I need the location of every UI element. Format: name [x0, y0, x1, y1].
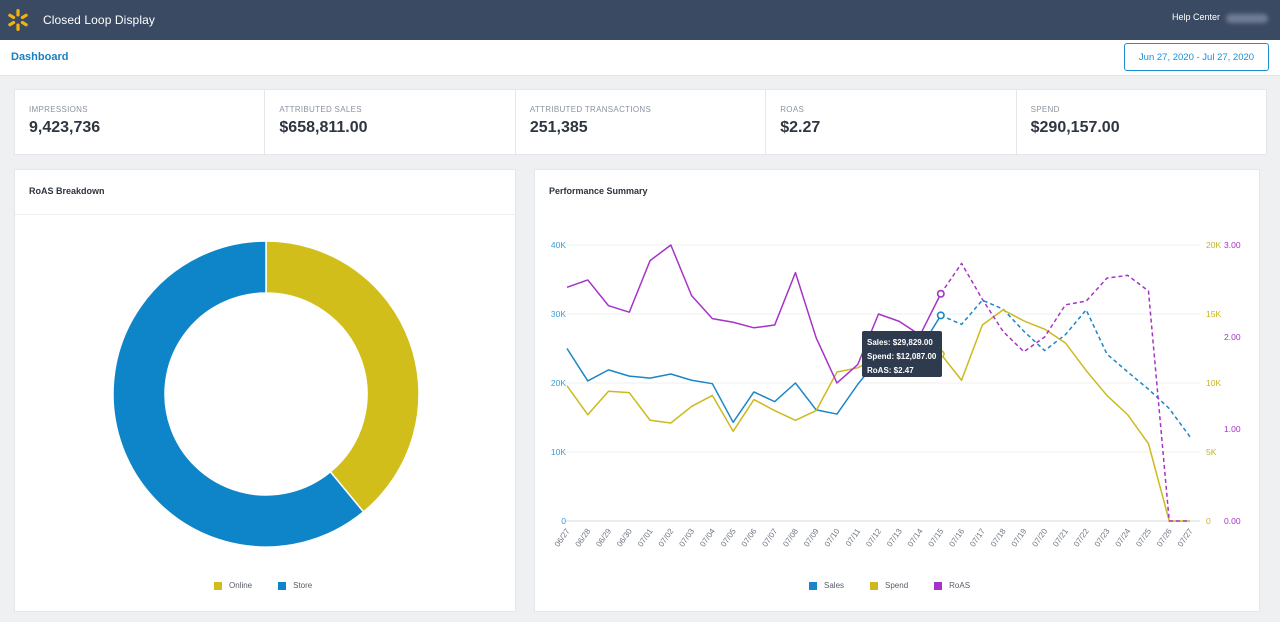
legend-item-spend[interactable]: Spend [870, 581, 908, 590]
metric-value: 9,423,736 [29, 119, 101, 136]
metric-label: SPEND [1030, 105, 1060, 114]
dashboard-tab[interactable]: Dashboard [11, 51, 69, 63]
legend-label: Online [229, 581, 253, 590]
roas-breakdown-card: RoAS Breakdown Online Store [14, 169, 516, 612]
legend-label: RoAS [949, 581, 971, 590]
legend-item-store[interactable]: Store [278, 581, 312, 590]
user-account-menu[interactable] [1226, 14, 1268, 23]
performance-summary-card: Performance Summary Sales Spend RoAS [534, 169, 1260, 612]
app-title: Closed Loop Display [43, 13, 155, 27]
metrics-summary: IMPRESSIONS 9,423,736 ATTRIBUTED SALES $… [14, 89, 1267, 155]
metric-label: IMPRESSIONS [29, 105, 88, 114]
metric-value: $2.27 [780, 119, 821, 136]
donut-slice-online [265, 240, 420, 513]
date-range-picker[interactable]: Jun 27, 2020 - Jul 27, 2020 [1124, 43, 1269, 71]
metric-attributed-sales: ATTRIBUTED SALES $658,811.00 [265, 90, 516, 154]
chart-tooltip: Sales: $29,829.00 Spend: $12,087.00 RoAS… [862, 331, 942, 377]
legend-item-online[interactable]: Online [214, 581, 252, 590]
metric-value: $290,157.00 [1030, 119, 1120, 136]
tooltip-roas: RoAS: $2.47 [867, 366, 914, 375]
legend-item-roas[interactable]: RoAS [934, 581, 970, 590]
metric-value: 251,385 [529, 119, 588, 136]
metric-label: ATTRIBUTED TRANSACTIONS [529, 105, 652, 114]
legend-swatch [809, 581, 817, 590]
help-center-link[interactable]: Help Center [1171, 12, 1220, 22]
legend-swatch [214, 581, 222, 590]
donut-legend: Online Store [214, 581, 338, 590]
line-chart-legend: Sales Spend RoAS [809, 581, 996, 590]
legend-swatch [278, 581, 287, 590]
legend-swatch [934, 581, 943, 590]
metric-spend: SPEND $290,157.00 [1017, 90, 1266, 154]
walmart-spark-logo-icon[interactable] [6, 8, 30, 32]
donut-slice-store [112, 240, 365, 548]
legend-label: Sales [824, 581, 845, 590]
tooltip-spend: Spend: $12,087.00 [867, 352, 937, 361]
card-divider [15, 214, 515, 215]
legend-label: Store [293, 581, 313, 590]
metric-value: $658,811.00 [279, 119, 368, 136]
legend-swatch [870, 581, 879, 590]
card-title: Performance Summary [549, 186, 648, 196]
roas-donut-chart [112, 240, 420, 548]
metric-impressions: IMPRESSIONS 9,423,736 [15, 90, 266, 154]
metric-roas: ROAS $2.27 [766, 90, 1017, 154]
metric-label: ATTRIBUTED SALES [279, 105, 362, 114]
top-navigation-bar: Closed Loop Display Help Center [0, 0, 1280, 40]
metric-attributed-transactions: ATTRIBUTED TRANSACTIONS 251,385 [516, 90, 767, 154]
page-header: Dashboard Jun 27, 2020 - Jul 27, 2020 [0, 40, 1280, 76]
card-title: RoAS Breakdown [29, 186, 105, 196]
metric-label: ROAS [780, 105, 805, 114]
legend-item-sales[interactable]: Sales [809, 581, 844, 590]
legend-label: Spend [885, 581, 909, 590]
tooltip-sales: Sales: $29,829.00 [867, 338, 933, 347]
card-divider [535, 214, 1259, 215]
